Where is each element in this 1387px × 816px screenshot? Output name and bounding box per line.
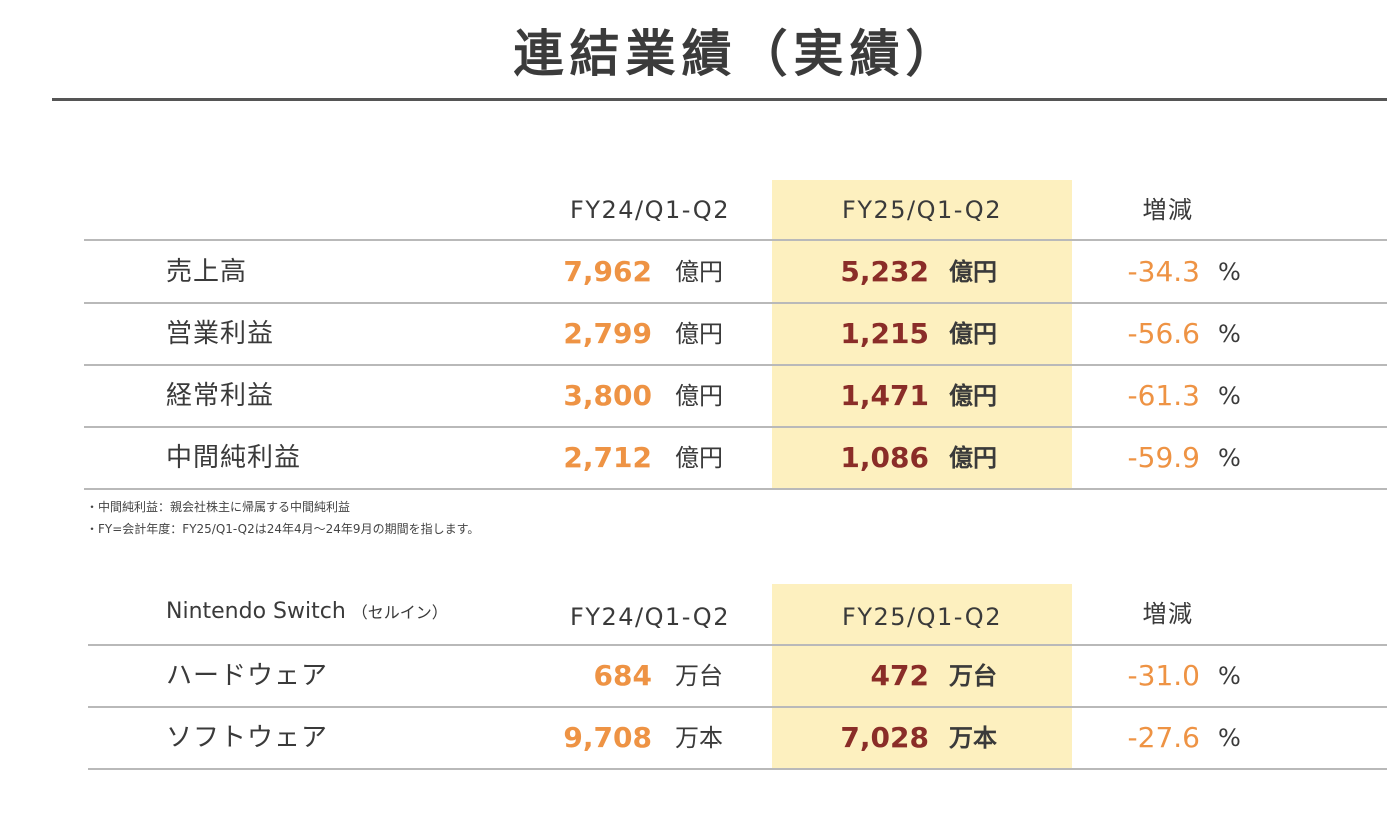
row-label: ソフトウェア [166, 723, 329, 753]
section-title: Nintendo Switch （セルイン） [166, 592, 448, 633]
row-divider [84, 426, 1387, 428]
table1-header-curr: FY25/Q1-Q2 [842, 196, 1002, 224]
prev-value: 3,800 [563, 379, 652, 412]
row-divider [84, 364, 1387, 366]
prev-value: 9,708 [563, 721, 652, 754]
page-title: 連結業績（実績） [513, 25, 962, 83]
curr-value: 1,086 [840, 441, 929, 474]
section-title-main: Nintendo Switch [166, 599, 346, 624]
prev-unit: 万本 [675, 724, 723, 752]
curr-unit: 億円 [949, 258, 997, 286]
table1-header-change: 増減 [1142, 196, 1194, 224]
row-label: 中間純利益 [166, 443, 302, 473]
table-row: 中間純利益 2,712 億円 1,086 億円 -59.9 % [0, 427, 1387, 489]
curr-unit: 億円 [949, 444, 997, 472]
curr-value: 1,471 [840, 379, 929, 412]
section-title-sub: （セルイン） [351, 603, 448, 622]
row-label: 営業利益 [166, 319, 275, 349]
change-value: -27.6 [1127, 721, 1200, 754]
row-label: 経常利益 [166, 381, 275, 411]
table2-header-change: 増減 [1142, 600, 1194, 628]
row-divider [84, 302, 1387, 304]
table-row: 売上高 7,962 億円 5,232 億円 -34.3 % [0, 241, 1387, 303]
change-unit: % [1218, 320, 1241, 348]
change-value: -34.3 [1127, 255, 1200, 288]
change-unit: % [1218, 382, 1241, 410]
prev-unit: 億円 [675, 444, 723, 472]
prev-value: 7,962 [563, 255, 652, 288]
row-divider [88, 706, 1387, 708]
current-period-highlight [772, 584, 1072, 768]
prev-unit: 億円 [675, 320, 723, 348]
change-value: -56.6 [1127, 317, 1200, 350]
curr-unit: 億円 [949, 382, 997, 410]
table2-header-prev: FY24/Q1-Q2 [570, 603, 730, 631]
change-value: -31.0 [1127, 659, 1200, 692]
table1-bottom-rule [84, 488, 1387, 490]
footnote: ・中間純利益：親会社株主に帰属する中間純利益 [86, 500, 351, 514]
change-unit: % [1218, 444, 1241, 472]
table2-header-rule [88, 644, 1387, 646]
change-unit: % [1218, 662, 1241, 690]
prev-unit: 億円 [675, 258, 723, 286]
prev-value: 2,799 [563, 317, 652, 350]
change-value: -61.3 [1127, 379, 1200, 412]
prev-value: 2,712 [563, 441, 652, 474]
title-divider [52, 98, 1387, 101]
table-row: ハードウェア 684 万台 472 万台 -31.0 % [0, 645, 1387, 707]
table-row: 経常利益 3,800 億円 1,471 億円 -61.3 % [0, 365, 1387, 427]
row-label: 売上高 [166, 257, 248, 287]
prev-unit: 億円 [675, 382, 723, 410]
current-period-highlight [772, 180, 1072, 489]
table2-bottom-rule [88, 768, 1387, 770]
table2-header-curr: FY25/Q1-Q2 [842, 603, 1002, 631]
curr-value: 472 [870, 659, 929, 692]
table-row: ソフトウェア 9,708 万本 7,028 万本 -27.6 % [0, 707, 1387, 769]
table1-header-prev: FY24/Q1-Q2 [570, 196, 730, 224]
curr-unit: 万本 [949, 724, 997, 752]
change-unit: % [1218, 724, 1241, 752]
footnote: ・FY=会計年度：FY25/Q1-Q2は24年4月～24年9月の期間を指します。 [86, 522, 480, 536]
curr-value: 5,232 [840, 255, 929, 288]
prev-value: 684 [593, 659, 652, 692]
table1-header-rule [84, 239, 1387, 241]
curr-unit: 億円 [949, 320, 997, 348]
table-row: 営業利益 2,799 億円 1,215 億円 -56.6 % [0, 303, 1387, 365]
curr-unit: 万台 [949, 662, 997, 690]
curr-value: 1,215 [840, 317, 929, 350]
prev-unit: 万台 [675, 662, 723, 690]
row-label: ハードウェア [166, 661, 329, 691]
curr-value: 7,028 [840, 721, 929, 754]
change-value: -59.9 [1127, 441, 1200, 474]
change-unit: % [1218, 258, 1241, 286]
